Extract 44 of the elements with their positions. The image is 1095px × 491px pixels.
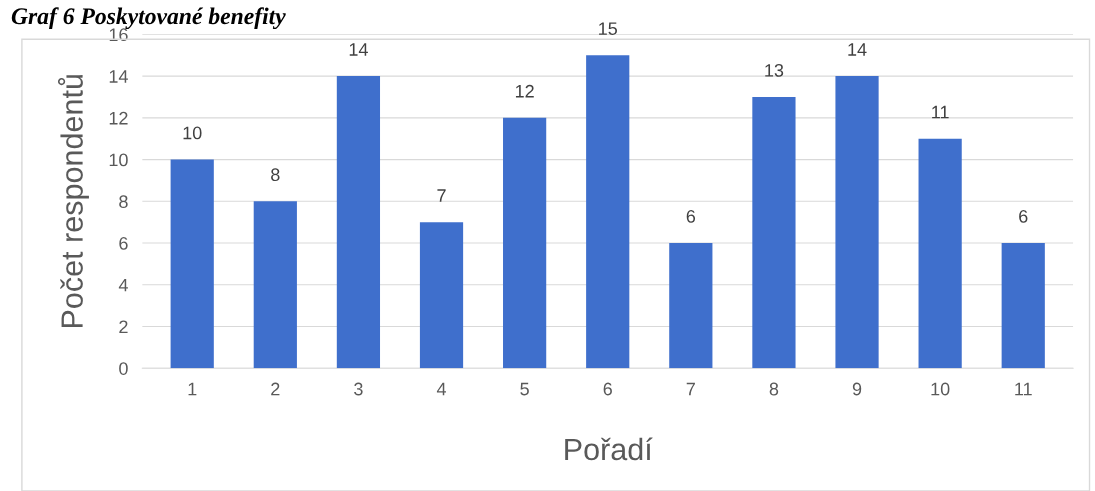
x-tick-label: 7 — [686, 382, 695, 396]
x-tick-label: 11 — [1015, 382, 1032, 396]
bar — [503, 117, 547, 369]
x-tick-label: 5 — [520, 382, 529, 396]
bar — [835, 76, 879, 369]
data-label: 6 — [1019, 210, 1028, 223]
y-tick-label: 10 — [109, 153, 128, 167]
bar — [586, 55, 630, 369]
data-label: 11 — [932, 105, 949, 119]
x-tick-label: 3 — [354, 382, 363, 396]
data-label: 8 — [271, 168, 280, 182]
y-tick-label: 12 — [109, 111, 128, 125]
bar — [752, 96, 796, 369]
y-tick-label: 4 — [118, 278, 128, 292]
y-tick-label: 2 — [119, 320, 128, 334]
y-axis-title: Počet respondentů — [57, 75, 89, 328]
x-tick-label: 2 — [271, 382, 280, 396]
y-tick-label: 8 — [119, 195, 128, 209]
x-tick-label: 10 — [931, 382, 950, 396]
bar — [419, 222, 464, 369]
data-label: 13 — [765, 63, 784, 77]
data-label: 7 — [437, 189, 446, 202]
x-tick-label: 8 — [769, 382, 779, 396]
y-tick-label: 6 — [119, 236, 128, 250]
bar — [1001, 243, 1045, 369]
x-tick-label: 9 — [852, 382, 862, 396]
x-tick-label: 1 — [188, 382, 197, 396]
data-label: 12 — [515, 84, 534, 98]
chart-title: Graf 6 Poskytované benefity — [11, 7, 286, 30]
y-tick-label: 14 — [109, 70, 128, 83]
data-label: 14 — [848, 43, 867, 56]
data-label: 10 — [183, 126, 202, 140]
x-tick-label: 6 — [603, 382, 612, 396]
bar — [918, 138, 962, 369]
data-label: 14 — [349, 43, 368, 56]
bar — [669, 243, 713, 369]
data-label: 6 — [686, 210, 696, 223]
y-tick-label: 0 — [119, 362, 128, 375]
data-label: 15 — [599, 22, 618, 35]
x-axis-title: Pořadí — [565, 437, 653, 461]
bar — [170, 159, 214, 369]
bar — [336, 76, 381, 369]
bar — [253, 201, 297, 369]
x-tick-label: 4 — [436, 382, 447, 396]
